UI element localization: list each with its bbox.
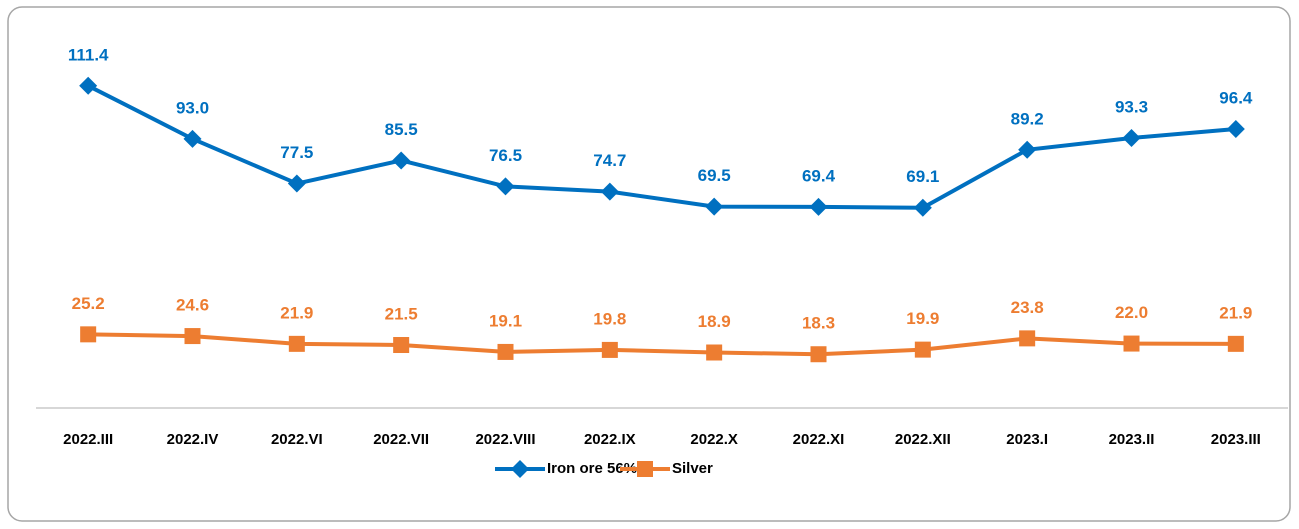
point	[1018, 140, 1037, 159]
data-label: 19.9	[906, 309, 939, 328]
point	[496, 177, 515, 196]
data-label: 19.1	[489, 311, 522, 330]
data-label: 77.5	[280, 143, 313, 162]
data-label: 74.7	[593, 151, 626, 170]
point	[1123, 335, 1140, 352]
data-label: 69.1	[906, 167, 939, 186]
data-label: 18.9	[698, 312, 731, 331]
data-label: 19.8	[593, 309, 626, 328]
data-label: 21.9	[1219, 303, 1252, 322]
x-tick-label: 2022.VI	[271, 431, 323, 448]
point	[601, 341, 618, 358]
point	[1019, 330, 1036, 347]
series-line	[88, 332, 1236, 357]
x-tick-label: 2022.IX	[584, 431, 636, 448]
legend-label: Silver	[672, 460, 713, 477]
series-line	[87, 84, 1237, 210]
point	[913, 198, 932, 217]
point	[80, 326, 97, 343]
point	[79, 76, 98, 95]
point	[184, 328, 201, 345]
x-tick-label: 2023.I	[1006, 431, 1048, 448]
data-label: 18.3	[802, 314, 835, 333]
point	[810, 346, 827, 363]
x-tick-label: 2022.XI	[793, 431, 845, 448]
data-label: 69.4	[802, 166, 836, 185]
data-label: 23.8	[1011, 298, 1044, 317]
point	[392, 151, 411, 170]
point	[705, 197, 724, 216]
x-tick-label: 2022.IV	[167, 431, 219, 448]
x-tick-label: 2023.III	[1211, 431, 1261, 448]
data-label: 21.9	[280, 303, 313, 322]
point	[1122, 128, 1141, 147]
point	[600, 182, 619, 201]
data-label: 96.4	[1219, 89, 1253, 108]
point	[393, 337, 410, 354]
legend-label: Iron ore 56%	[547, 460, 637, 477]
point	[288, 335, 305, 352]
chart-frame	[7, 6, 1291, 522]
x-tick-label: 2022.VIII	[475, 431, 535, 448]
data-label: 24.6	[176, 296, 209, 315]
data-label: 22.0	[1115, 303, 1148, 322]
point	[287, 174, 306, 193]
x-tick-label: 2022.III	[63, 431, 113, 448]
point	[183, 129, 202, 148]
legend-marker	[511, 460, 529, 478]
point	[1226, 120, 1245, 139]
data-label: 89.2	[1011, 109, 1044, 128]
x-tick-label: 2022.XII	[895, 431, 951, 448]
data-label: 69.5	[698, 166, 731, 185]
point	[497, 343, 514, 360]
data-label: 85.5	[385, 120, 418, 139]
x-tick-label: 2022.VII	[373, 431, 429, 448]
data-label: 76.5	[489, 146, 522, 165]
point	[706, 344, 723, 361]
x-tick-label: 2023.II	[1109, 431, 1155, 448]
point	[1227, 335, 1244, 352]
data-label: 93.3	[1115, 97, 1148, 116]
data-label: 111.4	[68, 45, 109, 64]
data-label: 25.2	[72, 294, 105, 313]
point	[809, 197, 828, 216]
x-tick-label: 2022.X	[690, 431, 738, 448]
data-label: 21.5	[385, 304, 418, 323]
point	[914, 341, 931, 358]
data-label: 93.0	[176, 98, 209, 117]
legend-marker	[637, 461, 653, 477]
